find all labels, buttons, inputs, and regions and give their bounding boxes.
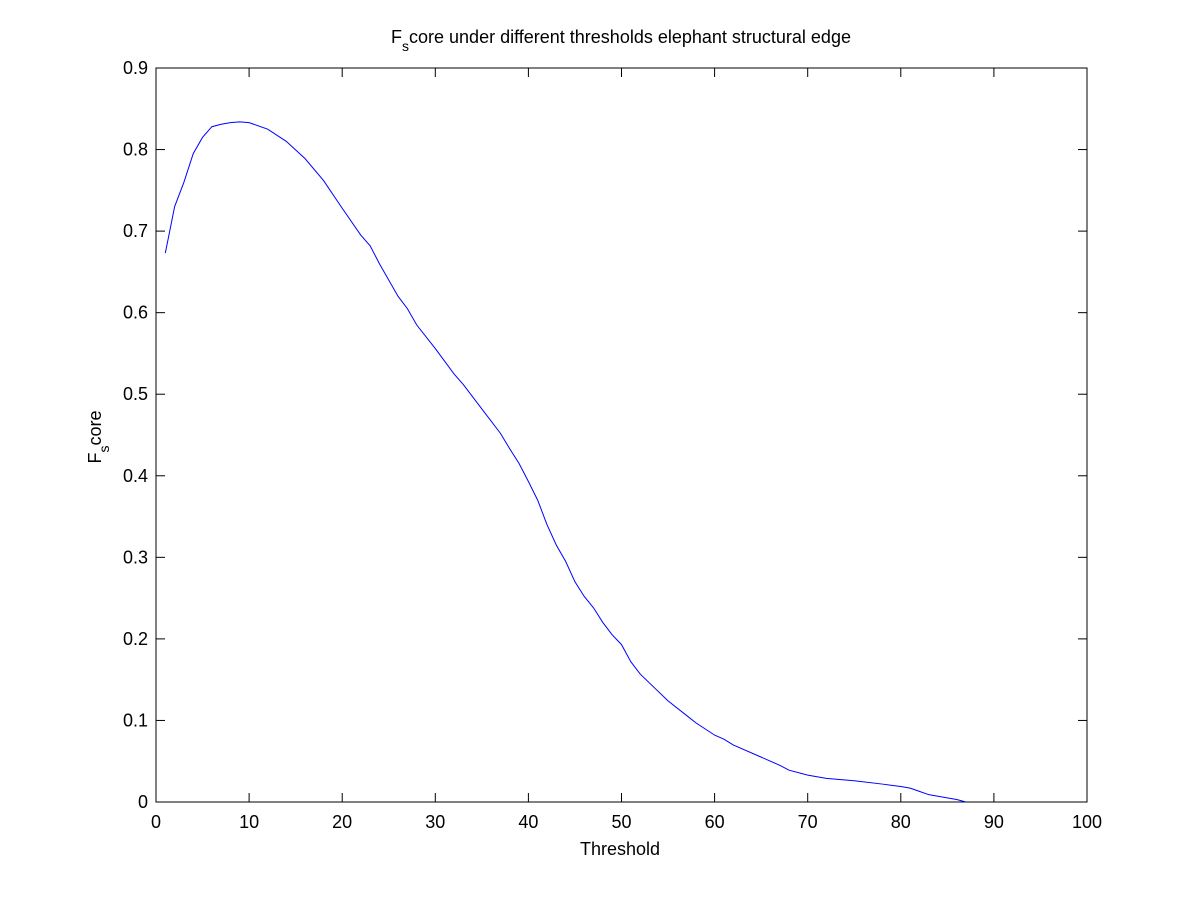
y-tick-label: 0.3 <box>123 547 148 567</box>
y-tick-label: 0.2 <box>123 629 148 649</box>
y-tick-label: 0.4 <box>123 466 148 486</box>
x-tick-label: 20 <box>332 812 352 832</box>
x-tick-label: 60 <box>705 812 725 832</box>
y-tick-label: 0.5 <box>123 384 148 404</box>
x-tick-label: 90 <box>984 812 1004 832</box>
x-tick-label: 70 <box>798 812 818 832</box>
x-tick-label: 100 <box>1072 812 1102 832</box>
y-tick-label: 0.1 <box>123 710 148 730</box>
y-tick-label: 0 <box>138 792 148 812</box>
x-tick-label: 0 <box>151 812 161 832</box>
y-tick-label: 0.6 <box>123 303 148 323</box>
x-tick-label: 50 <box>611 812 631 832</box>
x-tick-label: 40 <box>518 812 538 832</box>
x-axis-label: Threshold <box>580 839 660 859</box>
x-tick-label: 30 <box>425 812 445 832</box>
x-tick-label: 80 <box>891 812 911 832</box>
x-tick-label: 10 <box>239 812 259 832</box>
y-tick-label: 0.7 <box>123 221 148 241</box>
y-tick-label: 0.9 <box>123 58 148 78</box>
y-tick-label: 0.8 <box>123 140 148 160</box>
plot-area <box>156 68 1087 802</box>
